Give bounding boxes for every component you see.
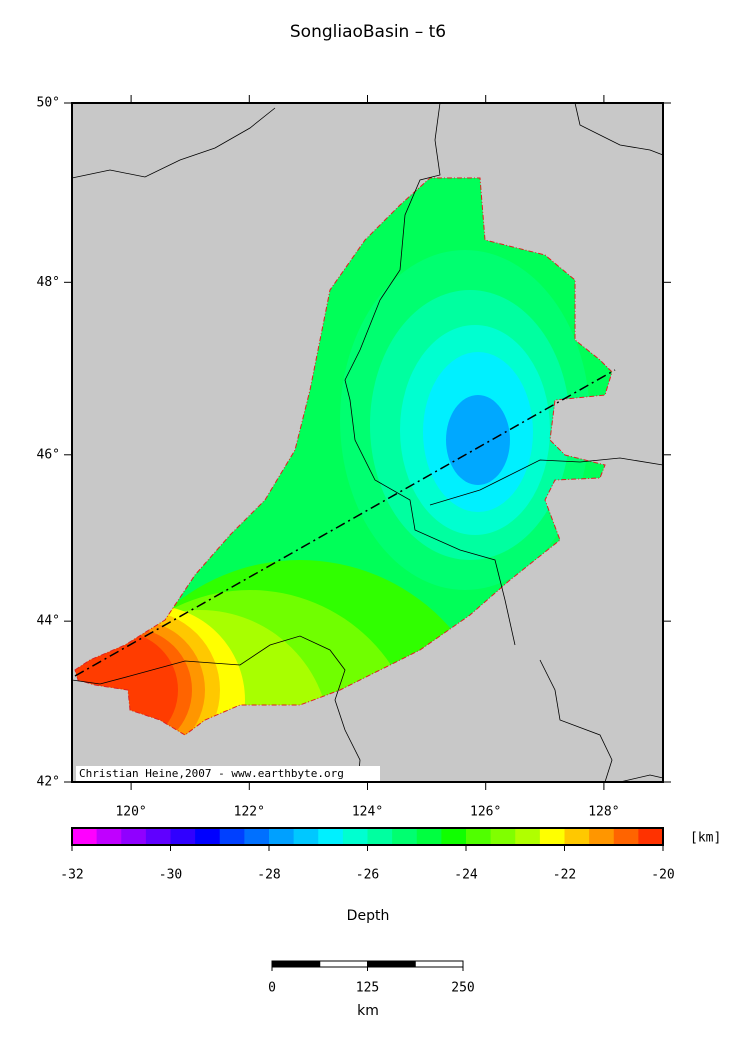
colorbar-cell <box>170 828 196 845</box>
colorbar-cell <box>515 828 541 845</box>
colorbar-cell <box>613 828 639 845</box>
colorbar-cell <box>589 828 615 845</box>
scalebar-segment <box>271 960 321 968</box>
border <box>429 457 664 506</box>
colorbar-cell <box>269 828 295 845</box>
scalebar-segment <box>367 960 416 968</box>
x-tick-label: 124° <box>352 805 383 820</box>
colorbar-cell <box>293 828 319 845</box>
profile-line <box>74 369 616 677</box>
scalebar-tick-label: 125 <box>356 981 379 996</box>
x-tick-label: 120° <box>115 805 146 820</box>
y-tick-label: 42° <box>37 775 60 790</box>
x-tick-label: 128° <box>588 805 619 820</box>
border <box>539 659 613 783</box>
colorbar-cell <box>416 828 442 845</box>
colorbar-cell <box>195 828 221 845</box>
colorbar-tick-label: -20 <box>651 868 674 883</box>
colorbar-cell <box>441 828 467 845</box>
title: SongliaoBasin – t6 <box>290 22 446 42</box>
colorbar-cell <box>318 828 344 845</box>
y-tick-label: 44° <box>37 614 60 629</box>
colorbar-tick-label: -26 <box>356 868 379 883</box>
y-tick-label: 48° <box>37 275 60 290</box>
colorbar-cell <box>219 828 245 845</box>
borders <box>71 102 664 783</box>
colorbar-cell <box>342 828 368 845</box>
colorbar-cell <box>539 828 565 845</box>
basin-outline <box>74 177 613 736</box>
border <box>344 102 516 646</box>
credit: Christian Heine,2007 - www.earthbyte.org <box>79 767 344 780</box>
border <box>71 107 276 179</box>
colorbar-cell <box>564 828 590 845</box>
colorbar-cell <box>367 828 393 845</box>
scalebar-tick-label: 250 <box>451 981 474 996</box>
scalebar-unit: km <box>357 1003 379 1019</box>
x-tick-label: 126° <box>470 805 501 820</box>
y-tick-label: 46° <box>37 447 60 462</box>
colorbar-label: Depth <box>347 908 390 924</box>
colorbar-cell <box>392 828 418 845</box>
colorbar-cell <box>466 828 492 845</box>
colorbar-tick-label: -30 <box>159 868 182 883</box>
scalebar-segment <box>414 960 464 968</box>
depth-band <box>446 395 510 485</box>
colorbar-tick-label: -22 <box>553 868 576 883</box>
colorbar-cell <box>145 828 171 845</box>
colorbar-cell <box>244 828 270 845</box>
colorbar-tick-label: -24 <box>454 868 478 883</box>
colorbar-unit: [km] <box>690 831 721 846</box>
colorbar-cell <box>638 828 664 845</box>
x-tick-label: 122° <box>234 805 265 820</box>
border <box>619 774 664 783</box>
colorbar-cell <box>490 828 516 845</box>
y-tick-label: 50° <box>37 96 60 111</box>
colorbar-tick-label: -32 <box>60 868 83 883</box>
colorbar-tick-label: -28 <box>257 868 280 883</box>
border <box>574 102 664 156</box>
scalebar-tick-label: 0 <box>268 981 276 996</box>
credit-box <box>76 766 380 781</box>
border <box>71 635 361 783</box>
colorbar-cell <box>121 828 147 845</box>
scalebar-segment <box>319 960 368 968</box>
colorbar-cell <box>96 828 122 845</box>
colorbar-cell <box>72 828 98 845</box>
